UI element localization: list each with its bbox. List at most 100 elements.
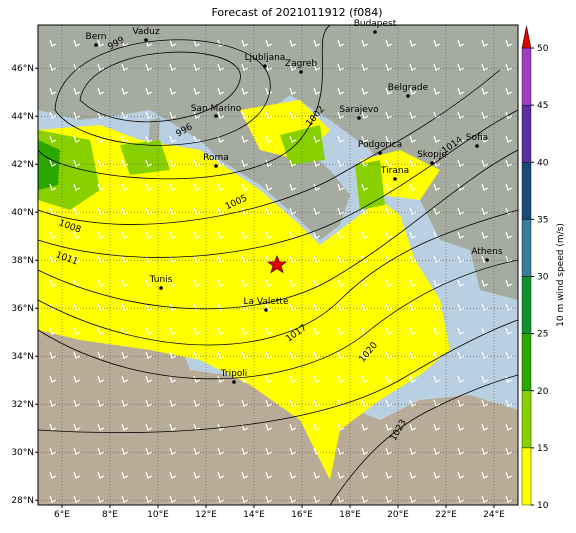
wind-barb [433, 375, 441, 383]
wind-barb [241, 303, 249, 311]
wind-barb [265, 399, 273, 407]
wind-barb [337, 495, 345, 503]
wind-barb [169, 135, 177, 143]
wind-barb [457, 63, 465, 71]
city-label: Vaduz [132, 27, 159, 37]
colorbar-tick-label: 35 [537, 215, 548, 225]
wind-barb [169, 63, 177, 71]
city-dot [263, 64, 267, 68]
wind-barb [217, 255, 225, 263]
lon-tick-label: 6°E [54, 510, 70, 520]
wind-barb [217, 87, 225, 95]
lat-tick-label: 32°N [11, 400, 34, 410]
wind-barb [49, 111, 57, 119]
wind-barb [193, 183, 201, 191]
wind-barb [457, 159, 465, 167]
wind-barb [73, 87, 81, 95]
wind-barb [49, 279, 57, 287]
wind-barb [241, 279, 249, 287]
city-dot [214, 114, 218, 118]
wind-barb [97, 207, 105, 215]
wind-barb [433, 159, 441, 167]
wind-barb [505, 279, 513, 287]
wind-barb [481, 351, 489, 359]
wind-barb [481, 495, 489, 503]
wind-barb [265, 471, 273, 479]
wind-barb [433, 183, 441, 191]
wind-barb [385, 471, 393, 479]
wind-barb [145, 183, 153, 191]
wind-barb [241, 351, 249, 359]
wind-barb [409, 159, 417, 167]
wind-barb [121, 159, 129, 167]
wind-barb [121, 183, 129, 191]
wind-barb [481, 135, 489, 143]
colorbar-segment [521, 104, 532, 163]
wind-barb [481, 39, 489, 47]
wind-barb [313, 135, 321, 143]
wind-barb [241, 39, 249, 47]
wind-barb [73, 135, 81, 143]
wind-barb [121, 135, 129, 143]
wind-barb [49, 207, 57, 215]
wind-barb [289, 471, 297, 479]
wind-barb [457, 327, 465, 335]
wind-barb [337, 159, 345, 167]
wind-barb [169, 375, 177, 383]
city-dot [475, 144, 479, 148]
wind-barb [217, 63, 225, 71]
wind-barb [361, 63, 369, 71]
wind-barb [97, 495, 105, 503]
wind-barb [433, 39, 441, 47]
wind-barb [169, 207, 177, 215]
wind-barb [193, 255, 201, 263]
wind-barb [73, 183, 81, 191]
wind-barb [121, 279, 129, 287]
wind-barb [313, 399, 321, 407]
wind-barb [457, 399, 465, 407]
wind-barb [361, 231, 369, 239]
wind-barb [409, 375, 417, 383]
isobar [37, 69, 501, 225]
lat-tick-label: 28°N [11, 496, 34, 506]
wind-barb [217, 447, 225, 455]
wind-barb [169, 111, 177, 119]
wind-barb [121, 255, 129, 263]
wind-barb [121, 495, 129, 503]
wind-barb [49, 255, 57, 263]
wind-barb [121, 303, 129, 311]
wind-barb [265, 183, 273, 191]
wind-barb [481, 87, 489, 95]
colorbar-tick-label: 45 [537, 101, 548, 111]
wind-barb [265, 87, 273, 95]
colorbar-segment [521, 276, 532, 334]
wind-barb [49, 231, 57, 239]
wind-barb [217, 111, 225, 119]
wind-barb [193, 327, 201, 335]
city-dot [264, 308, 268, 312]
isobar [37, 149, 519, 310]
wind-barb [73, 399, 81, 407]
wind-barb [217, 207, 225, 215]
wind-barb [313, 63, 321, 71]
wind-barb [337, 423, 345, 431]
wind-barb [433, 279, 441, 287]
wind-barb [481, 183, 489, 191]
wind-barb [241, 327, 249, 335]
wind-barb [49, 375, 57, 383]
wind-barb [337, 447, 345, 455]
wind-barb [289, 255, 297, 263]
wind-barb [73, 303, 81, 311]
wind-barb [313, 303, 321, 311]
wind-barb [241, 159, 249, 167]
wind-barb [169, 423, 177, 431]
city-dot [430, 161, 434, 165]
wind-barb [289, 111, 297, 119]
wind-barb [145, 135, 153, 143]
wind-barb [337, 303, 345, 311]
map-frame [37, 24, 519, 506]
wind-barb [241, 447, 249, 455]
wind-barb [169, 183, 177, 191]
wind-barb [193, 351, 201, 359]
wind-barb [169, 495, 177, 503]
